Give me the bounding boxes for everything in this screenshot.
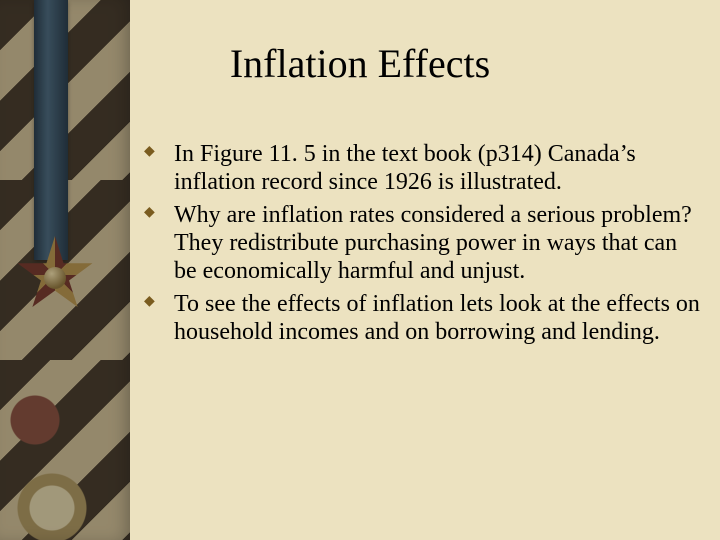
bullet-text: To see the effects of inflation lets loo… — [174, 291, 700, 345]
bullet-text: In Figure 11. 5 in the text book (p314) … — [174, 141, 636, 195]
ribbon-decoration — [34, 0, 68, 260]
bullet-item: In Figure 11. 5 in the text book (p314) … — [140, 140, 700, 197]
bullet-list: In Figure 11. 5 in the text book (p314) … — [140, 140, 700, 346]
bullet-item: To see the effects of inflation lets loo… — [140, 290, 700, 347]
medal-decoration — [16, 236, 94, 314]
bullet-item: Why are inflation rates considered a ser… — [140, 201, 700, 286]
slide-title: Inflation Effects — [0, 40, 720, 87]
bullet-text: Why are inflation rates considered a ser… — [174, 202, 692, 285]
slide: Inflation Effects In Figure 11. 5 in the… — [0, 0, 720, 540]
slide-body: In Figure 11. 5 in the text book (p314) … — [140, 140, 700, 350]
